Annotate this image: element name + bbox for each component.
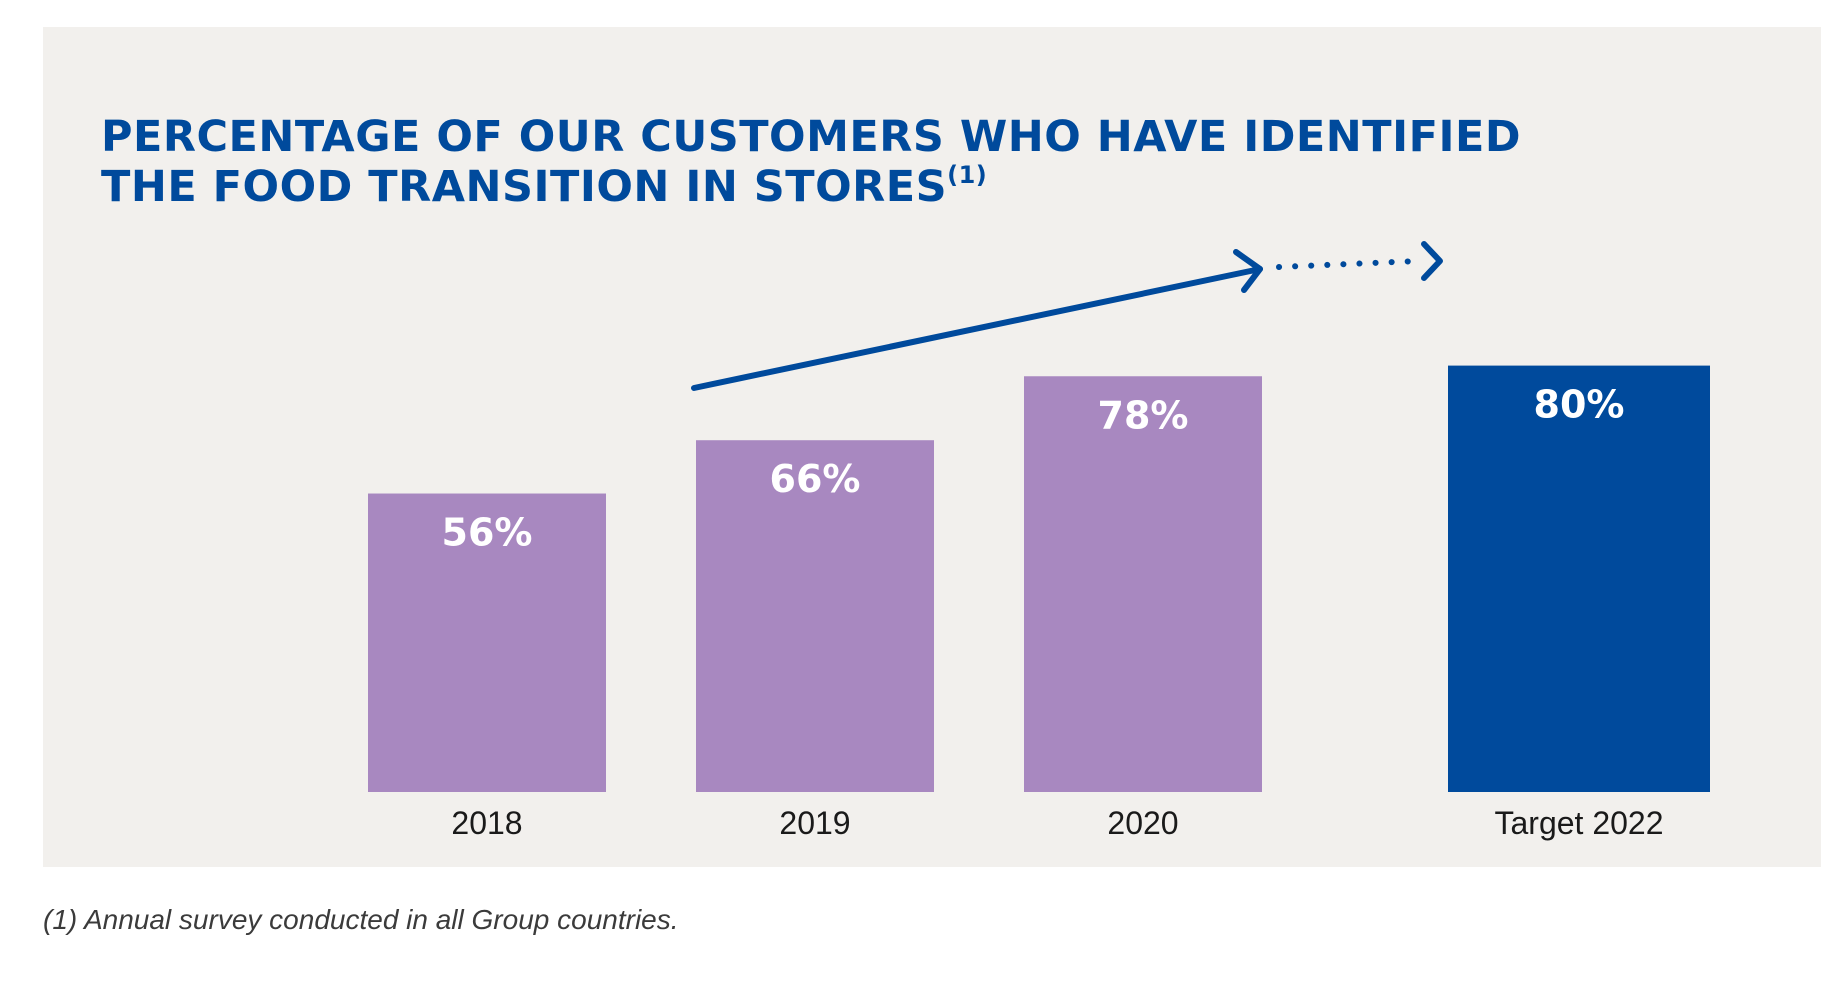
footnote-marker: (1) bbox=[947, 161, 988, 189]
category-label: Target 2022 bbox=[1494, 805, 1663, 841]
bar-2018 bbox=[368, 493, 606, 792]
bar-chart: 56% 66% 78% 80% 2018 2019 2020 Target 2022 bbox=[368, 241, 1710, 841]
footnote: (1) Annual survey conducted in all Group… bbox=[43, 904, 679, 935]
category-label: 2019 bbox=[779, 805, 850, 841]
category-labels: 2018 2019 2020 Target 2022 bbox=[451, 805, 1663, 841]
chart-title-line-1: PERCENTAGE OF OUR CUSTOMERS WHO HAVE IDE… bbox=[101, 112, 1522, 162]
trend-arrow bbox=[691, 241, 1443, 391]
trend-arrow-dotted-line bbox=[1276, 258, 1421, 270]
chart-title-line-2-text: THE FOOD TRANSITION IN STORES bbox=[101, 162, 948, 212]
bar-2020 bbox=[1024, 376, 1262, 792]
bar-value-labels: 56% 66% 78% 80% bbox=[442, 383, 1625, 555]
chart-title-line-2: THE FOOD TRANSITION IN STORES(1) bbox=[101, 162, 1521, 212]
bar-target-2022 bbox=[1448, 365, 1710, 792]
category-label: 2020 bbox=[1107, 805, 1178, 841]
chart-title: PERCENTAGE OF OUR CUSTOMERS WHO HAVE IDE… bbox=[101, 112, 1521, 212]
trend-arrow-head bbox=[1233, 249, 1263, 293]
bar-2019 bbox=[696, 440, 934, 792]
bar-value-label: 80% bbox=[1534, 383, 1625, 427]
bar-value-label: 56% bbox=[442, 511, 533, 555]
trend-arrow-dotted-head bbox=[1421, 241, 1443, 281]
bar-value-label: 78% bbox=[1098, 393, 1189, 437]
bar-value-label: 66% bbox=[770, 457, 861, 501]
trend-arrow-line bbox=[691, 266, 1263, 391]
bars bbox=[368, 365, 1710, 792]
category-label: 2018 bbox=[451, 805, 522, 841]
